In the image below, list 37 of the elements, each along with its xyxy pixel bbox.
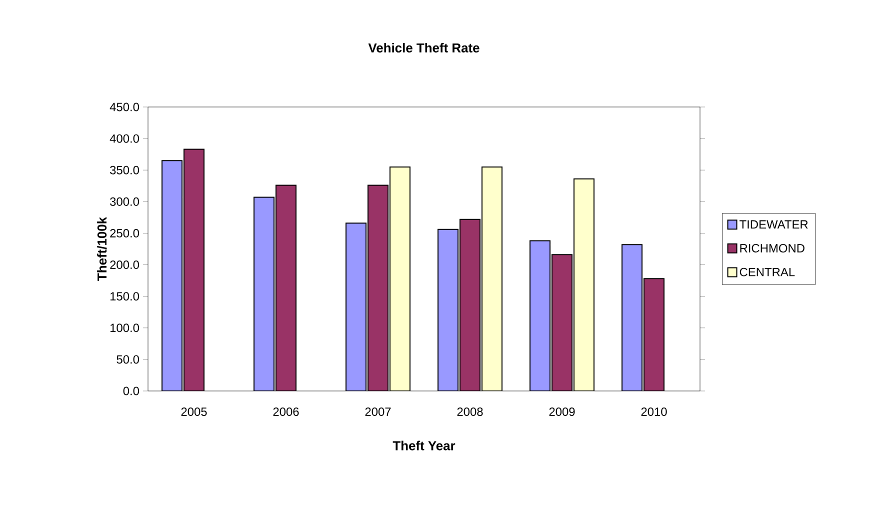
y-tick-label: 350.0 — [110, 166, 140, 174]
x-tick-label: 2007 — [365, 408, 391, 416]
y-tick-label: 250.0 — [110, 228, 140, 238]
y-tick-label: 150.0 — [110, 292, 140, 301]
x-tick-label: 2008 — [457, 408, 483, 416]
bar — [276, 184, 297, 391]
y-tick-label: 100.0 — [110, 324, 140, 332]
bar — [184, 148, 205, 391]
x-axis-title: Theft Year — [392, 440, 456, 450]
y-tick-label: 200.0 — [110, 260, 140, 269]
bar — [162, 160, 183, 391]
legend-label: TIDEWATER — [740, 220, 808, 229]
bar — [644, 278, 665, 391]
x-tick-label: 2006 — [273, 408, 299, 416]
x-tick-label: 2005 — [181, 408, 207, 416]
bar — [552, 254, 573, 391]
bar — [254, 196, 275, 391]
bar — [346, 222, 367, 391]
legend-label: RICHMOND — [740, 244, 804, 252]
bar — [460, 218, 481, 391]
y-tick-label: 450.0 — [110, 102, 140, 112]
bar — [390, 166, 410, 391]
bar — [622, 244, 643, 391]
x-tick-label: 2009 — [549, 408, 575, 416]
bar — [574, 178, 595, 391]
y-tick-label: 0.0 — [123, 386, 140, 396]
bar — [482, 166, 502, 391]
bar — [368, 184, 389, 391]
y-tick-label: 50.0 — [116, 355, 140, 364]
bar — [438, 228, 459, 391]
y-tick-label: 400.0 — [110, 134, 140, 143]
x-tick-label: 2010 — [641, 408, 667, 416]
y-tick-label: 300.0 — [110, 197, 140, 206]
chart-title: Vehicle Theft Rate — [368, 42, 480, 52]
y-axis-title: Theft/100k — [97, 216, 107, 281]
legend-label: CENTRAL — [740, 268, 795, 276]
bar — [530, 240, 551, 391]
